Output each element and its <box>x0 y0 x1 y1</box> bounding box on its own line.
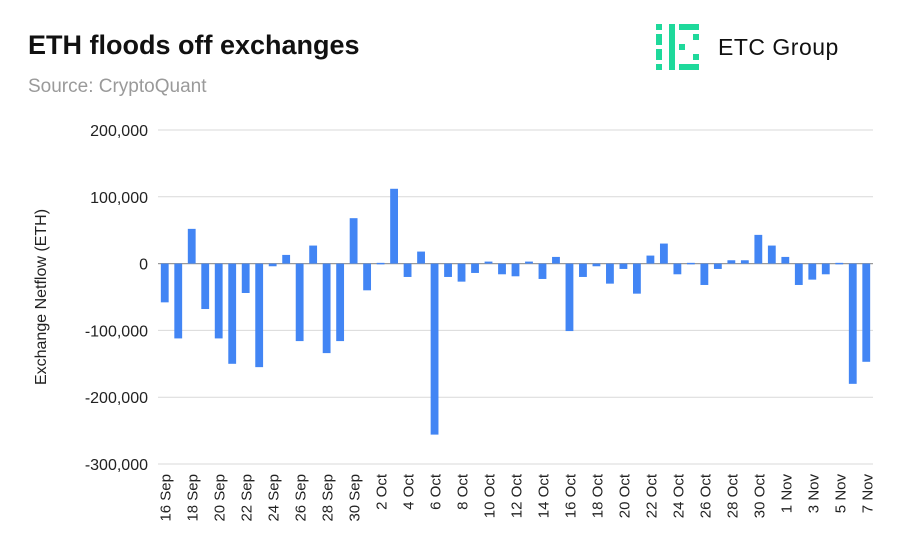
x-tick-label: 26 Sep <box>293 474 310 522</box>
x-tick-label: 14 Oct <box>535 473 552 518</box>
x-tick-label: 30 Sep <box>347 474 364 522</box>
bar <box>349 218 358 264</box>
bar <box>214 263 223 339</box>
y-tick-label: -300,000 <box>85 457 148 474</box>
x-tick-label: 6 Oct <box>428 473 445 510</box>
bar <box>740 260 749 264</box>
bar <box>295 263 304 342</box>
bar <box>781 256 790 264</box>
y-tick-label: -100,000 <box>85 323 148 340</box>
bar <box>457 263 466 282</box>
x-tick-label: 16 Oct <box>562 473 579 518</box>
bar <box>403 263 412 277</box>
x-tick-label: 8 Oct <box>455 473 472 510</box>
x-tick-label: 18 Sep <box>185 474 202 522</box>
x-tick-label: 22 Sep <box>239 474 256 522</box>
y-tick-label: 0 <box>139 257 148 274</box>
bar <box>525 261 533 264</box>
bar <box>848 263 857 384</box>
x-tick-label: 30 Oct <box>751 473 768 518</box>
bar <box>633 263 641 294</box>
bar <box>430 263 439 435</box>
bar <box>754 234 763 264</box>
x-tick-label: 1 Nov <box>778 474 795 514</box>
x-tick-label: 28 Oct <box>724 473 741 518</box>
chart-title: ETH floods off exchanges <box>28 30 360 60</box>
bar <box>511 263 520 277</box>
bar <box>498 263 506 275</box>
bar <box>713 263 722 269</box>
bar <box>228 263 237 364</box>
bar <box>794 263 803 285</box>
logo-text: ETC Group <box>718 34 839 60</box>
bar <box>835 262 844 265</box>
x-tick-label: 24 Oct <box>670 473 687 518</box>
bar <box>673 263 682 275</box>
x-tick-label: 12 Oct <box>509 473 526 518</box>
x-tick-label: 22 Oct <box>643 473 660 518</box>
bar <box>390 188 398 264</box>
x-tick-label: 28 Sep <box>320 474 337 522</box>
x-tick-label: 7 Nov <box>859 474 876 514</box>
bar <box>565 263 574 332</box>
bar <box>821 263 830 275</box>
x-tick-label: 2 Oct <box>374 473 391 510</box>
x-tick-label: 3 Nov <box>805 474 822 514</box>
bar <box>282 254 291 264</box>
x-tick-label: 24 Sep <box>266 474 283 522</box>
bar <box>160 263 169 303</box>
bar <box>471 263 479 273</box>
bar <box>417 251 425 264</box>
x-tick-label: 10 Oct <box>482 473 499 518</box>
x-tick-label: 26 Oct <box>697 473 714 518</box>
bar <box>862 263 871 362</box>
bar <box>322 263 331 354</box>
x-tick-label: 18 Oct <box>589 473 606 518</box>
bar <box>309 245 318 264</box>
bar <box>592 263 601 267</box>
bar <box>646 255 655 264</box>
x-tick-label: 16 Sep <box>158 474 175 522</box>
bar <box>606 263 614 284</box>
bar <box>201 263 210 310</box>
chart-source: Source: CryptoQuant <box>28 76 207 97</box>
y-tick-label: 100,000 <box>90 190 148 207</box>
x-tick-label: 4 Oct <box>401 473 418 510</box>
bar <box>376 262 385 265</box>
y-tick-label: -200,000 <box>85 390 148 407</box>
bar <box>808 263 817 280</box>
bar <box>268 263 277 267</box>
y-tick-label: 200,000 <box>90 123 148 140</box>
bar <box>187 228 196 264</box>
bar <box>174 263 183 339</box>
x-tick-label: 20 Oct <box>616 473 633 518</box>
bar <box>552 256 560 264</box>
bar <box>336 263 345 342</box>
bar <box>659 243 668 264</box>
etc-group-logo: ETC Group <box>656 24 886 70</box>
bar <box>363 263 372 291</box>
bar <box>700 263 709 285</box>
bar <box>579 263 587 277</box>
x-tick-label: 5 Nov <box>832 474 849 514</box>
bar <box>255 263 264 368</box>
x-tick-label: 20 Sep <box>212 474 229 522</box>
bar <box>444 263 452 277</box>
bar <box>727 260 736 264</box>
bar <box>241 263 250 293</box>
etc-group-logo-icon <box>656 24 699 70</box>
y-axis-label: Exchange Netflow (ETH) <box>33 209 50 385</box>
bar <box>538 263 547 279</box>
bar <box>484 261 493 264</box>
bar <box>767 245 776 264</box>
bar <box>686 262 695 265</box>
bar <box>619 263 628 269</box>
